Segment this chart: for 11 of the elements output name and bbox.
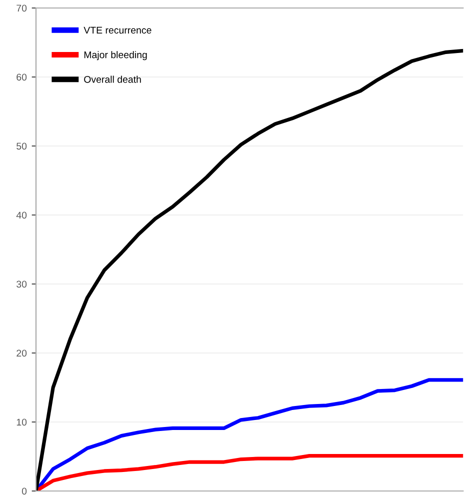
y-tick-label: 40: [16, 212, 27, 219]
legend-label: Overall death: [84, 76, 141, 83]
y-tick-label: 0: [22, 488, 27, 495]
y-tick-label: 70: [16, 4, 27, 12]
y-tick-label: 20: [16, 350, 27, 357]
legend-label: VTE recurrence: [84, 26, 152, 34]
y-tick-label: 50: [16, 142, 27, 150]
y-tick-label: 10: [16, 418, 27, 426]
legend-label: Major bleeding: [84, 51, 147, 60]
y-tick-label: 30: [16, 280, 27, 288]
y-tick-label: 60: [16, 74, 27, 81]
